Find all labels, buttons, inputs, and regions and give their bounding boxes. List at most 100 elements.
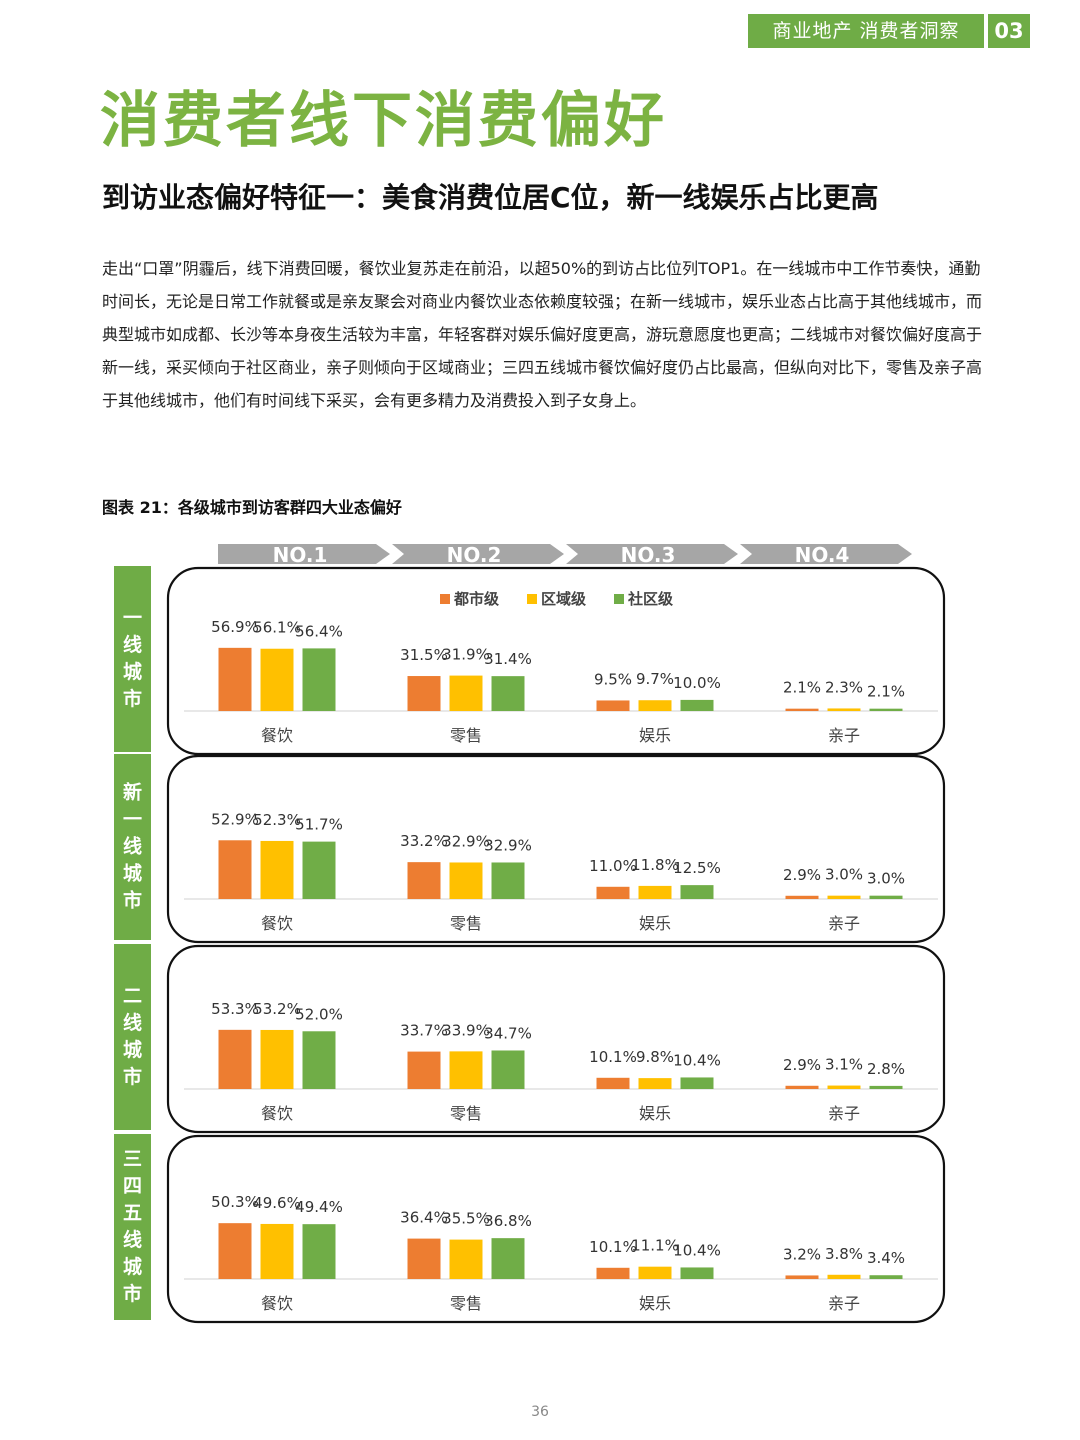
data-label: 32.9% bbox=[484, 836, 532, 854]
data-label: 33.2% bbox=[400, 832, 448, 850]
bar bbox=[302, 648, 336, 711]
data-label: 3.0% bbox=[825, 866, 863, 884]
bar bbox=[260, 1029, 294, 1089]
legend-label: 都市级 bbox=[453, 590, 500, 608]
data-label: 3.4% bbox=[867, 1249, 905, 1267]
bar bbox=[491, 1238, 525, 1279]
data-label: 3.2% bbox=[783, 1245, 821, 1263]
data-label: 9.8% bbox=[636, 1048, 674, 1066]
rank-label: NO.1 bbox=[273, 543, 328, 567]
city-tier-char: 三 bbox=[123, 1148, 142, 1170]
bar bbox=[827, 1274, 861, 1279]
data-label: 10.1% bbox=[589, 1048, 637, 1066]
category-label: 娱乐 bbox=[639, 726, 671, 745]
body-paragraph: 走出“口罩”阴霾后，线下消费回暖，餐饮业复苏走在前沿，以超50%的到访占比位列T… bbox=[102, 259, 983, 410]
city-tier-char: 一 bbox=[123, 607, 142, 629]
city-tier-char: 市 bbox=[123, 889, 142, 912]
category-label: 餐饮 bbox=[261, 1104, 293, 1123]
bar bbox=[407, 676, 441, 711]
data-label: 31.5% bbox=[400, 646, 448, 664]
tier-panel: 二线城市 53.3%53.2%52.0% 餐饮 33.7%33.9%34.7% 零售 10… bbox=[114, 944, 946, 1134]
data-label: 9.7% bbox=[636, 670, 674, 688]
panel-frame bbox=[166, 1134, 946, 1324]
bar bbox=[785, 895, 819, 899]
bar bbox=[449, 862, 483, 899]
data-label: 10.0% bbox=[673, 674, 721, 692]
bar bbox=[491, 676, 525, 711]
page-number: 36 bbox=[531, 1404, 549, 1420]
data-label: 32.9% bbox=[442, 832, 490, 850]
bar bbox=[449, 1051, 483, 1089]
bar bbox=[407, 862, 441, 899]
category-label: 餐饮 bbox=[261, 726, 293, 745]
data-label: 12.5% bbox=[673, 859, 721, 877]
category-label: 餐饮 bbox=[261, 914, 293, 933]
panel-frame bbox=[166, 754, 946, 944]
category-label: 亲子 bbox=[828, 1104, 860, 1123]
bar bbox=[827, 895, 861, 899]
rank-chevron bbox=[566, 544, 738, 564]
data-label: 11.8% bbox=[631, 856, 679, 874]
city-tier-char: 一 bbox=[123, 809, 142, 831]
rank-label: NO.3 bbox=[621, 543, 676, 567]
data-label: 2.3% bbox=[825, 678, 863, 696]
tier-panel: 新一线城市52.9%52.3%51.7%餐饮33.2%32.9%32.9%零售1… bbox=[114, 754, 946, 944]
bar bbox=[785, 1085, 819, 1089]
data-label: 56.9% bbox=[211, 618, 259, 636]
city-tier-bar bbox=[114, 754, 151, 940]
data-label: 36.4% bbox=[400, 1209, 448, 1227]
category-label: 零售 bbox=[450, 1104, 482, 1123]
data-label: 53.3% bbox=[211, 1000, 259, 1018]
data-label: 33.7% bbox=[400, 1022, 448, 1040]
legend-label: 社区级 bbox=[627, 590, 674, 608]
data-label: 2.9% bbox=[783, 866, 821, 884]
city-tier-char: 市 bbox=[123, 1065, 142, 1088]
city-tier-char: 线 bbox=[123, 835, 142, 858]
data-label: 31.9% bbox=[442, 646, 490, 664]
bar bbox=[449, 675, 483, 711]
bar bbox=[407, 1238, 441, 1279]
data-label: 9.5% bbox=[594, 670, 632, 688]
city-tier-char: 二 bbox=[123, 985, 142, 1007]
bar bbox=[302, 1031, 336, 1089]
bar bbox=[638, 1266, 672, 1279]
bar bbox=[827, 1085, 861, 1089]
bar bbox=[869, 1275, 903, 1279]
data-label: 10.4% bbox=[673, 1241, 721, 1259]
rank-chevron bbox=[740, 544, 912, 564]
bar bbox=[680, 699, 714, 711]
bar bbox=[302, 1224, 336, 1279]
bar bbox=[596, 1077, 630, 1089]
rank-label: NO.2 bbox=[447, 543, 502, 567]
category-label: 娱乐 bbox=[639, 914, 671, 933]
category-label: 娱乐 bbox=[639, 1104, 671, 1123]
city-tier-char: 城 bbox=[123, 660, 142, 683]
bar bbox=[785, 1275, 819, 1279]
city-tier-char: 四 bbox=[123, 1175, 142, 1197]
data-label: 50.3% bbox=[211, 1193, 259, 1211]
panel-frame bbox=[166, 566, 946, 756]
category-label: 娱乐 bbox=[639, 1294, 671, 1313]
data-label: 2.1% bbox=[867, 683, 905, 701]
data-label: 10.4% bbox=[673, 1051, 721, 1069]
section-tag: 商业地产 消费者洞察 bbox=[748, 14, 984, 48]
category-label: 亲子 bbox=[828, 1294, 860, 1313]
city-tier-char: 新 bbox=[123, 781, 142, 804]
data-label: 2.9% bbox=[783, 1056, 821, 1074]
rank-label: NO.4 bbox=[795, 543, 850, 567]
section-subtitle: 到访业态偏好特征一：美食消费位居C位，新一线娱乐占比更高 bbox=[102, 181, 879, 214]
data-label: 2.8% bbox=[867, 1060, 905, 1078]
bar bbox=[596, 1267, 630, 1279]
category-label: 零售 bbox=[450, 914, 482, 933]
city-tier-char: 五 bbox=[123, 1202, 142, 1224]
bar bbox=[491, 1050, 525, 1089]
bar bbox=[680, 1077, 714, 1089]
city-tier-char: 城 bbox=[123, 862, 142, 885]
category-label: 零售 bbox=[450, 1294, 482, 1313]
bar bbox=[680, 885, 714, 899]
data-label: 35.5% bbox=[442, 1210, 490, 1228]
city-tier-char: 城 bbox=[123, 1255, 142, 1278]
bar bbox=[260, 1223, 294, 1279]
category-label: 亲子 bbox=[828, 914, 860, 933]
